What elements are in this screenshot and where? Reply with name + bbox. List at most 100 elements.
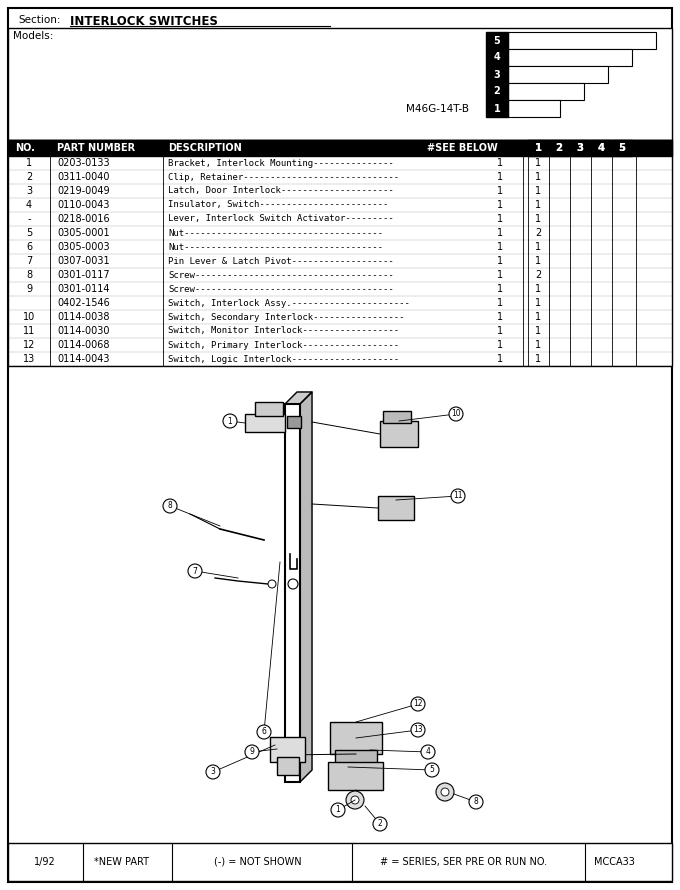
Circle shape	[451, 489, 465, 503]
Text: 3: 3	[577, 143, 583, 153]
Bar	[378, 496, 414, 520]
Text: 1: 1	[535, 158, 541, 168]
Text: 1: 1	[497, 312, 503, 322]
Bar	[8, 140, 672, 156]
Bar	[570, 140, 590, 156]
Text: Clip, Retainer-----------------------------: Clip, Retainer--------------------------…	[168, 173, 399, 182]
Text: Switch, Monitor Interlock------------------: Switch, Monitor Interlock---------------…	[168, 327, 399, 336]
Text: Nut-------------------------------------: Nut-------------------------------------	[168, 229, 383, 238]
Text: 0402-1546: 0402-1546	[57, 298, 109, 308]
Circle shape	[163, 499, 177, 513]
Text: MCCA33: MCCA33	[594, 857, 634, 867]
Circle shape	[331, 803, 345, 817]
Text: 4: 4	[426, 748, 430, 756]
Bar	[8, 170, 672, 184]
Circle shape	[206, 765, 220, 779]
Bar	[270, 737, 305, 762]
Text: 2: 2	[377, 820, 382, 829]
Bar	[8, 352, 672, 366]
Bar	[277, 757, 299, 775]
Text: 1: 1	[497, 284, 503, 294]
Text: (-) = NOT SHOWN: (-) = NOT SHOWN	[214, 857, 302, 867]
Text: 4: 4	[597, 143, 605, 153]
Circle shape	[425, 763, 439, 777]
Bar	[8, 198, 672, 212]
Bar	[8, 140, 672, 366]
Bar	[508, 66, 608, 83]
Text: 0311-0040: 0311-0040	[57, 172, 109, 182]
Bar	[612, 140, 632, 156]
Text: Nut-------------------------------------: Nut-------------------------------------	[168, 242, 383, 252]
Bar	[528, 140, 548, 156]
Circle shape	[411, 723, 425, 737]
Text: 11: 11	[23, 326, 35, 336]
Text: PART NUMBER: PART NUMBER	[57, 143, 135, 153]
Circle shape	[245, 745, 259, 759]
Text: 5: 5	[618, 143, 626, 153]
Text: 2: 2	[556, 143, 562, 153]
Bar	[612, 140, 632, 156]
Text: 1: 1	[535, 284, 541, 294]
Text: Insulator, Switch------------------------: Insulator, Switch-----------------------…	[168, 200, 388, 209]
Text: 1: 1	[535, 326, 541, 336]
Circle shape	[373, 817, 387, 831]
Text: -: -	[27, 214, 31, 224]
Text: 4: 4	[598, 143, 605, 153]
Text: 8: 8	[474, 797, 478, 806]
Bar	[8, 296, 672, 310]
Bar	[528, 140, 548, 156]
Text: *NEW PART: *NEW PART	[95, 857, 150, 867]
Bar	[8, 184, 672, 198]
Text: 1: 1	[497, 256, 503, 266]
Bar	[508, 49, 632, 66]
Bar	[549, 140, 569, 156]
Text: 4: 4	[26, 200, 32, 210]
Text: 1: 1	[494, 103, 500, 114]
Bar	[287, 416, 301, 428]
Text: 1: 1	[534, 143, 541, 153]
Text: 2: 2	[556, 143, 562, 153]
Text: #SEE BELOW: #SEE BELOW	[427, 143, 498, 153]
Circle shape	[223, 414, 237, 428]
Text: Section:: Section:	[18, 15, 61, 25]
Bar	[8, 254, 672, 268]
Text: Pin Lever & Latch Pivot-------------------: Pin Lever & Latch Pivot-----------------…	[168, 256, 394, 265]
Circle shape	[351, 796, 359, 804]
Text: 0114-0038: 0114-0038	[57, 312, 109, 322]
Circle shape	[469, 795, 483, 809]
Text: 2: 2	[494, 86, 500, 96]
Bar	[328, 762, 383, 790]
Text: Screw-------------------------------------: Screw-----------------------------------…	[168, 271, 394, 279]
Text: 10: 10	[452, 409, 461, 418]
Bar	[591, 140, 611, 156]
Text: 3: 3	[494, 69, 500, 79]
Text: 2: 2	[535, 270, 541, 280]
Text: 1: 1	[497, 242, 503, 252]
Bar	[335, 750, 377, 772]
Text: Lever, Interlock Switch Activator---------: Lever, Interlock Switch Activator-------…	[168, 214, 394, 223]
Text: 1: 1	[535, 354, 541, 364]
Bar	[8, 28, 672, 140]
Text: 1: 1	[497, 186, 503, 196]
Text: 7: 7	[192, 567, 197, 576]
Text: Screw-------------------------------------: Screw-----------------------------------…	[168, 285, 394, 294]
Text: 2: 2	[26, 172, 32, 182]
Text: 1: 1	[497, 172, 503, 182]
Text: 9: 9	[250, 748, 254, 756]
Circle shape	[449, 407, 463, 421]
Text: Switch, Interlock Assy.----------------------: Switch, Interlock Assy.-----------------…	[168, 298, 410, 308]
Text: M46G-14T-B: M46G-14T-B	[406, 103, 469, 114]
Text: 1: 1	[535, 340, 541, 350]
Bar	[508, 83, 584, 100]
Circle shape	[436, 783, 454, 801]
Text: 0114-0068: 0114-0068	[57, 340, 109, 350]
Bar	[8, 324, 672, 338]
Text: 0110-0043: 0110-0043	[57, 200, 109, 210]
Bar	[330, 722, 382, 754]
Text: 12: 12	[23, 340, 35, 350]
Text: 5: 5	[619, 143, 626, 153]
Circle shape	[268, 580, 276, 588]
Text: NO.: NO.	[15, 143, 35, 153]
Text: 1: 1	[497, 340, 503, 350]
Text: 0307-0031: 0307-0031	[57, 256, 109, 266]
